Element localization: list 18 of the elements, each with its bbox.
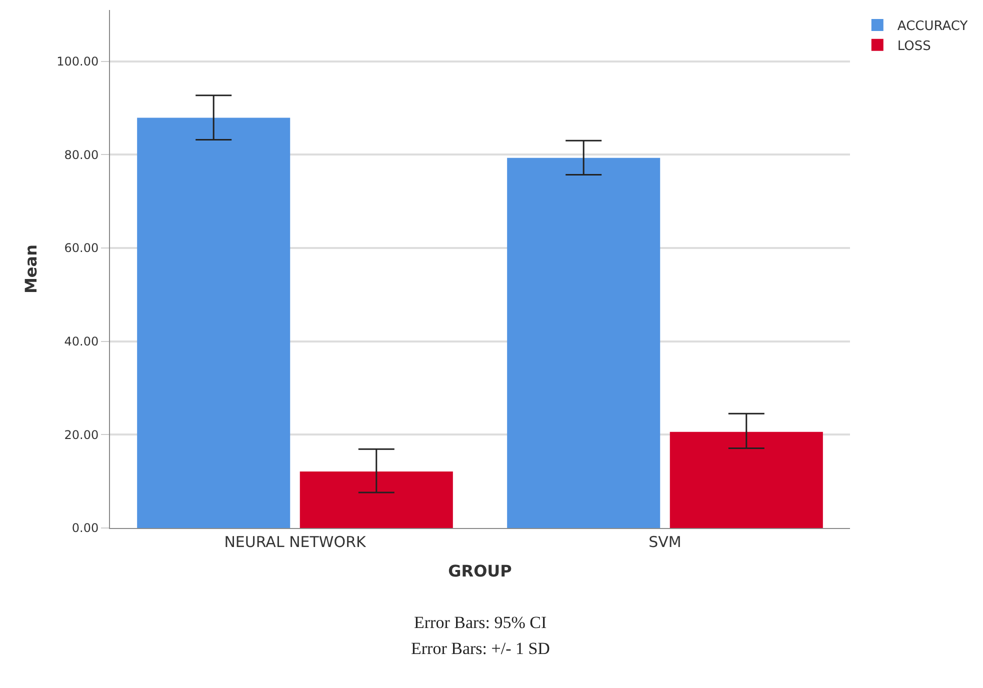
legend-label: ACCURACY	[897, 19, 968, 34]
bar	[670, 432, 823, 528]
x-axis-title: GROUP	[448, 562, 512, 581]
x-tick-label: NEURAL NETWORK	[224, 533, 367, 551]
legend-label: LOSS	[897, 38, 931, 54]
x-tick-label: SVM	[648, 533, 682, 551]
y-tick-label: 0.00	[72, 521, 99, 536]
bar	[137, 118, 290, 528]
y-axis-title: Mean	[22, 244, 40, 294]
text: Error Bars: +/- 1 SD	[411, 639, 550, 658]
y-tick-label: 20.00	[64, 428, 99, 442]
y-tick-label: 80.00	[64, 148, 99, 162]
y-tick-label: 100.00	[56, 54, 99, 69]
bar	[507, 158, 660, 528]
y-tick-label: 60.00	[64, 241, 99, 256]
y-tick-label: 40.00	[64, 334, 99, 349]
text: Error Bars: 95% CI	[414, 613, 547, 632]
bar	[300, 472, 453, 528]
